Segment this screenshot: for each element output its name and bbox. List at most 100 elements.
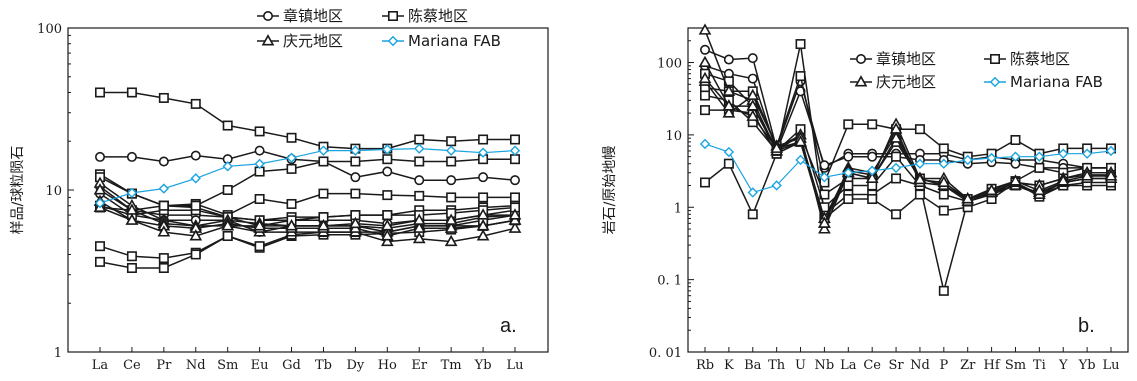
spider-chart: 0. 01 0. 1 1 10 100 Rb K Ba Th U Nb La Ce Sr Nd P Zr Hf Sm… bbox=[602, 23, 1129, 373]
data-point bbox=[962, 154, 973, 166]
data-point bbox=[380, 234, 394, 247]
legend-label: 章镇地区 bbox=[876, 50, 936, 68]
data-point bbox=[843, 151, 854, 162]
legend-label: Mariana FAB bbox=[408, 32, 501, 50]
data-point bbox=[414, 134, 425, 145]
data-point bbox=[95, 151, 106, 162]
data-point bbox=[444, 221, 458, 233]
legend-marker bbox=[387, 35, 399, 47]
data-point bbox=[125, 213, 139, 225]
data-point bbox=[190, 150, 201, 161]
data-point bbox=[795, 154, 806, 166]
data-point bbox=[382, 210, 393, 221]
data-point bbox=[723, 146, 735, 158]
data-point bbox=[795, 71, 806, 82]
data-point bbox=[746, 88, 760, 101]
data-point bbox=[158, 156, 169, 167]
data-point bbox=[698, 71, 712, 84]
data-point bbox=[126, 87, 137, 98]
legend-label: 庆元地区 bbox=[283, 32, 343, 50]
data-point bbox=[938, 285, 949, 296]
legend-label: 陈蔡地区 bbox=[1010, 50, 1070, 68]
x-tick-label: Eu bbox=[251, 358, 269, 373]
data-point bbox=[476, 229, 490, 241]
data-point bbox=[818, 216, 831, 228]
x-axis: La Ce Pr Nd Sm Eu Gd Tb Dy Ho Er Tm Yb Lu bbox=[92, 347, 524, 373]
panel-label: b. bbox=[1078, 315, 1095, 337]
legend-label: 章镇地区 bbox=[283, 7, 343, 25]
data-point bbox=[286, 132, 297, 143]
data-point bbox=[286, 152, 297, 164]
series-line bbox=[100, 149, 516, 181]
data-point bbox=[414, 175, 425, 186]
data-point bbox=[349, 216, 362, 229]
data-point bbox=[794, 135, 807, 147]
data-point bbox=[914, 189, 925, 200]
x-tick-label: Sr bbox=[888, 358, 904, 373]
data-point bbox=[382, 190, 393, 201]
data-point bbox=[95, 241, 106, 252]
data-point bbox=[190, 200, 201, 211]
data-point bbox=[477, 147, 489, 158]
data-point bbox=[890, 162, 902, 174]
data-point bbox=[938, 189, 949, 200]
legend-item: Mariana FAB bbox=[382, 32, 501, 50]
data-point bbox=[414, 156, 425, 167]
x-tick-label: Ce bbox=[863, 358, 881, 373]
legend-marker bbox=[854, 75, 868, 87]
y-tick-label: 1 bbox=[674, 201, 682, 216]
series bbox=[94, 143, 521, 209]
data-point bbox=[509, 175, 520, 186]
y-axis: 0. 01 0. 1 1 10 100 bbox=[649, 27, 694, 361]
series-group bbox=[93, 87, 522, 274]
data-point bbox=[700, 90, 711, 101]
data-point bbox=[938, 205, 949, 216]
data-point bbox=[509, 154, 520, 165]
data-point bbox=[444, 234, 458, 247]
data-point bbox=[476, 219, 490, 231]
data-point bbox=[891, 209, 902, 220]
data-point bbox=[190, 173, 201, 184]
legend-item: 庆元地区 bbox=[257, 32, 343, 50]
legend-item: 陈蔡地区 bbox=[984, 50, 1070, 68]
data-point bbox=[867, 194, 878, 205]
data-point bbox=[700, 105, 711, 116]
data-point bbox=[891, 151, 902, 162]
legend-item: 章镇地区 bbox=[850, 50, 936, 68]
x-tick-label: Sm bbox=[1005, 358, 1026, 373]
y-tick-label: 100 bbox=[37, 22, 62, 37]
data-point bbox=[350, 188, 361, 199]
data-point bbox=[380, 229, 394, 241]
data-point bbox=[509, 145, 521, 156]
x-tick-label: Nd bbox=[186, 358, 206, 373]
data-point bbox=[318, 188, 329, 199]
x-tick-label: Yb bbox=[1078, 358, 1096, 373]
data-point bbox=[843, 167, 854, 178]
data-point bbox=[843, 119, 854, 130]
data-point bbox=[914, 124, 925, 135]
series-line bbox=[99, 204, 516, 222]
data-point bbox=[698, 23, 712, 35]
x-tick-label: Lu bbox=[506, 358, 523, 373]
x-tick-label: Nb bbox=[815, 358, 835, 373]
data-point bbox=[189, 229, 203, 241]
panel-b: 0. 01 0. 1 1 10 100 Rb K Ba Th U Nb La Ce Sr Nd P Zr Hf Sm… bbox=[568, 0, 1137, 381]
data-point bbox=[414, 143, 425, 154]
x-tick-label: Lu bbox=[1102, 358, 1119, 373]
data-point bbox=[382, 166, 393, 177]
data-point bbox=[1105, 145, 1117, 157]
data-point bbox=[891, 173, 902, 184]
series bbox=[699, 138, 1117, 198]
data-point bbox=[722, 84, 736, 96]
data-point bbox=[1104, 169, 1118, 181]
series-line bbox=[99, 206, 515, 237]
data-point bbox=[699, 138, 711, 150]
data-point bbox=[698, 55, 712, 68]
data-point bbox=[867, 151, 878, 162]
data-point bbox=[158, 183, 170, 194]
x-tick-label: Zr bbox=[960, 358, 976, 373]
data-point bbox=[286, 198, 297, 209]
legend-marker bbox=[989, 76, 1001, 88]
data-point bbox=[285, 219, 298, 231]
data-point bbox=[446, 192, 457, 203]
